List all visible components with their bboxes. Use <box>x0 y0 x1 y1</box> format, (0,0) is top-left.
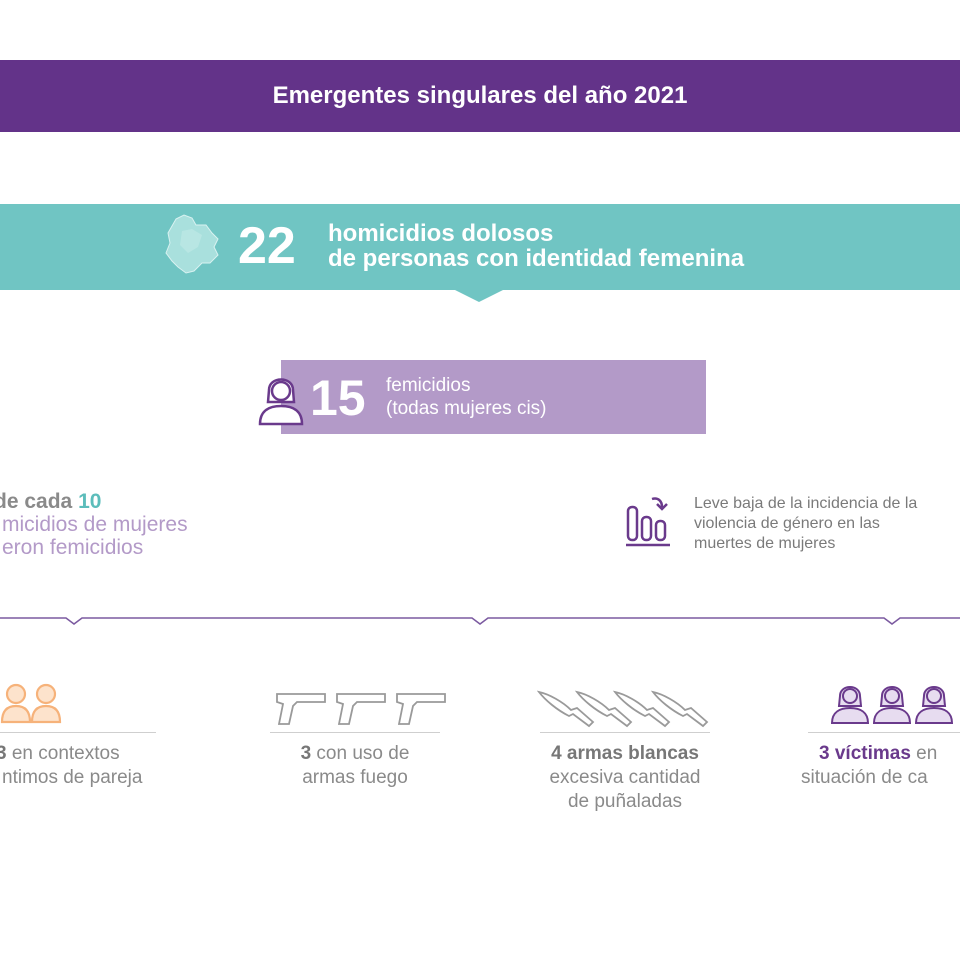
ratio-number: 10 <box>78 490 102 513</box>
band-pointer <box>455 290 503 302</box>
femicide-count: 15 <box>310 370 366 426</box>
homicide-label-line1: homicidios dolosos <box>328 220 554 247</box>
stat-couple-line2: ntimos de pareja <box>2 767 143 788</box>
femicide-label-line2: (todas mujeres cis) <box>386 398 547 419</box>
femicide-label-line1: femicidios <box>386 375 471 396</box>
gun-icon <box>276 693 446 725</box>
femicide-box <box>281 360 706 434</box>
stat-victims-line2: situación de ca <box>801 767 928 788</box>
stat-victims-line1: 3 víctimas en <box>819 743 938 764</box>
woman-icon <box>258 378 304 426</box>
stat-divider <box>540 732 710 733</box>
stat-divider <box>808 732 960 733</box>
stat-guns-line2: armas fuego <box>302 767 408 788</box>
homicide-label-line2: de personas con identidad femenina <box>328 245 745 272</box>
stat-divider <box>0 732 156 733</box>
stat-knives-line1: 4 armas blancas <box>551 743 699 764</box>
city-map-icon <box>165 214 219 274</box>
stat-knives-line3: de puñaladas <box>567 791 683 812</box>
trend-line3: muertes de mujeres <box>694 535 836 552</box>
stat-guns-line1: 3 con uso de <box>300 743 410 764</box>
woman-icon <box>830 686 954 724</box>
couple-icon <box>0 683 62 724</box>
homicide-count: 22 <box>238 217 296 275</box>
stat-knives-line2: excesiva cantidad <box>549 767 701 788</box>
ratio-line2: micidios de mujeres <box>2 513 188 536</box>
stat-couple-line1: 3 en contextos <box>0 743 120 764</box>
section-divider <box>0 617 960 625</box>
trend-line2: violencia de género en las <box>694 515 880 532</box>
ratio-prefix: de cada <box>0 490 73 513</box>
ratio-line1: de cada 10 <box>0 490 101 514</box>
header-bar: Emergentes singulares del año 2021 <box>0 60 960 132</box>
homicide-band <box>0 204 960 290</box>
ratio-line3: eron femicidios <box>2 536 144 559</box>
bar-chart-down-icon <box>626 497 670 547</box>
page-title: Emergentes singulares del año 2021 <box>272 82 688 109</box>
stat-divider <box>270 732 440 733</box>
knife-icon <box>537 690 709 728</box>
trend-line1: Leve baja de la incidencia de la <box>694 495 918 512</box>
